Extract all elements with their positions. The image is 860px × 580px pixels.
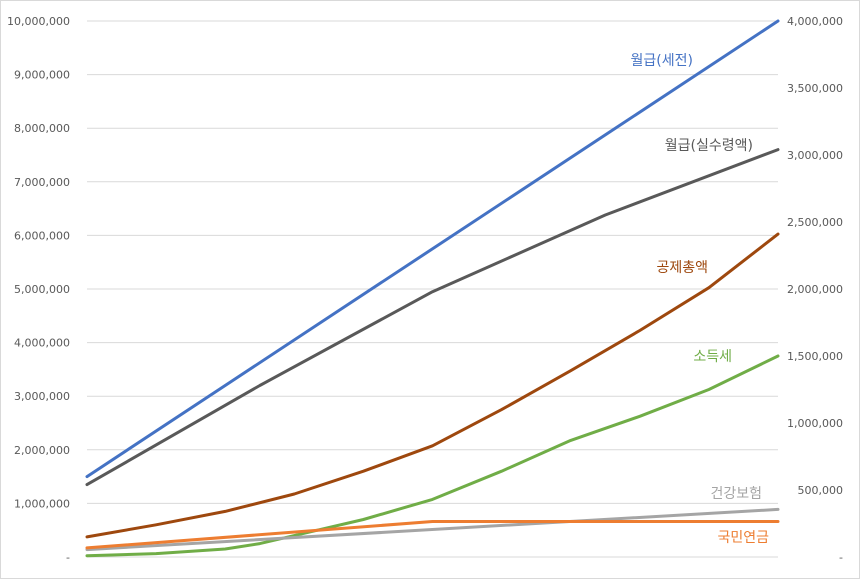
series-line <box>85 520 780 550</box>
y-left-tick-label: 3,000,000 <box>14 390 70 403</box>
y-left-tick-label: 7,000,000 <box>14 176 70 189</box>
y-right-tick-label: 4,000,000 <box>787 15 843 28</box>
series-label: 국민연금 <box>717 530 769 546</box>
y-left-tick-label: 10,000,000 <box>7 15 70 28</box>
series-label: 공제총액 <box>656 260 708 276</box>
y-right-tick-label: 2,000,000 <box>787 283 843 296</box>
y-left-tick-label: 1,000,000 <box>14 497 70 510</box>
y-right-tick-label: 1,000,000 <box>787 417 843 430</box>
y-right-tick-label: 500,000 <box>798 484 844 497</box>
y-left-tick-label: - <box>66 551 70 564</box>
series-line <box>85 354 780 558</box>
series-line <box>85 232 780 539</box>
y-right-tick-label: 3,500,000 <box>787 82 843 95</box>
y-right-tick-label: 3,000,000 <box>787 149 843 162</box>
series-label: 월급(세전) <box>631 53 693 69</box>
y-right-tick-label: 2,500,000 <box>787 216 843 229</box>
y-left-tick-label: 8,000,000 <box>14 122 70 135</box>
y-right-tick-label: - <box>839 551 843 564</box>
series-label: 건강보험 <box>710 486 762 502</box>
y-left-tick-label: 4,000,000 <box>14 337 70 350</box>
y-left-tick-label: 6,000,000 <box>14 229 70 242</box>
series-line <box>85 507 780 552</box>
y-left-tick-label: 9,000,000 <box>14 69 70 82</box>
y-left-tick-label: 2,000,000 <box>14 444 70 457</box>
series-line <box>85 19 780 479</box>
y-left-tick-label: 5,000,000 <box>14 283 70 296</box>
series-line <box>85 148 780 487</box>
y-right-tick-label: 1,500,000 <box>787 350 843 363</box>
series-label: 소득세 <box>693 349 732 365</box>
series-label: 월급(실수령액) <box>665 138 753 154</box>
